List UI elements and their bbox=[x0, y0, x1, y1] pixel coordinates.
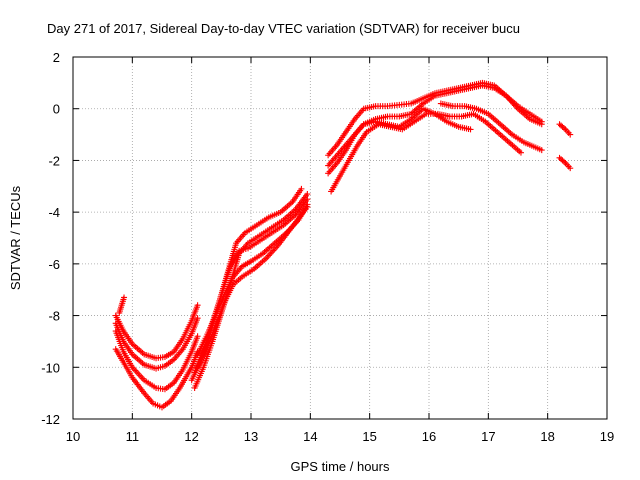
series-arc-1b bbox=[112, 315, 201, 372]
axis-ticks: 10 11 12 13 14 15 16 17 18 19 -12 -10 -8 -6 -4 -2 0 2 bbox=[41, 50, 614, 444]
x-tick-label: 14 bbox=[303, 429, 317, 444]
series-arc-4b bbox=[556, 154, 574, 172]
grid bbox=[73, 57, 607, 419]
y-tick-label: -12 bbox=[41, 412, 60, 427]
chart-title: Day 271 of 2017, Sidereal Day-to-day VTE… bbox=[47, 21, 520, 36]
data-point bbox=[538, 121, 545, 128]
y-axis-title: SDTVAR / TECUs bbox=[8, 185, 23, 290]
x-axis-title: GPS time / hours bbox=[291, 459, 390, 474]
series-arc-3b bbox=[325, 79, 545, 159]
x-tick-label: 16 bbox=[422, 429, 436, 444]
y-tick-label: 2 bbox=[53, 50, 60, 65]
x-tick-label: 17 bbox=[481, 429, 495, 444]
series-arc-2e bbox=[194, 203, 311, 371]
series-arc-3e bbox=[437, 100, 545, 154]
series-arc-1d bbox=[112, 346, 201, 411]
data-point bbox=[538, 147, 545, 154]
x-tick-label: 10 bbox=[66, 429, 80, 444]
data-point bbox=[194, 315, 201, 322]
series-arc-1e bbox=[116, 294, 128, 316]
y-tick-label: -6 bbox=[48, 257, 60, 272]
data-point bbox=[121, 294, 128, 301]
data-point bbox=[517, 149, 524, 156]
data-point bbox=[567, 165, 574, 172]
y-tick-label: 0 bbox=[53, 102, 60, 117]
data-point bbox=[467, 126, 474, 133]
data-point bbox=[304, 191, 311, 198]
x-tick-label: 18 bbox=[540, 429, 554, 444]
x-tick-label: 15 bbox=[362, 429, 376, 444]
y-tick-label: -2 bbox=[48, 153, 60, 168]
x-tick-label: 12 bbox=[184, 429, 198, 444]
series-arc-1a bbox=[112, 302, 201, 362]
y-tick-label: -10 bbox=[41, 360, 60, 375]
data-point bbox=[304, 196, 311, 203]
data-point bbox=[298, 185, 305, 192]
x-tick-label: 13 bbox=[244, 429, 258, 444]
series-arc-3d bbox=[328, 110, 524, 195]
plot-frame bbox=[72, 56, 608, 420]
series-arc-1c bbox=[112, 328, 201, 393]
y-tick-label: -8 bbox=[48, 309, 60, 324]
data-point bbox=[194, 333, 201, 340]
x-tick-label: 11 bbox=[126, 429, 140, 444]
series-arc-4a bbox=[556, 121, 574, 138]
data-point bbox=[567, 131, 574, 138]
x-tick-label: 19 bbox=[600, 429, 614, 444]
y-tick-label: -4 bbox=[48, 205, 60, 220]
data-point bbox=[304, 203, 311, 210]
plot-series bbox=[112, 79, 574, 411]
data-point bbox=[194, 302, 201, 309]
